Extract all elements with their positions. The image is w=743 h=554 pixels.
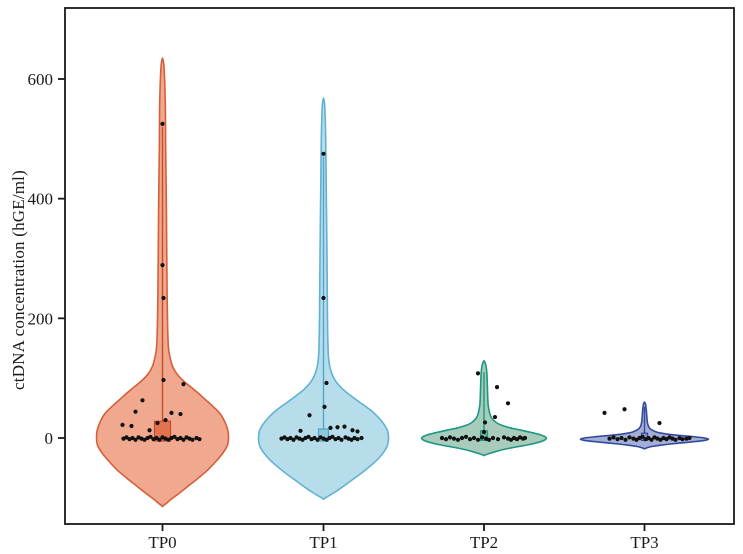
data-point	[163, 417, 168, 423]
data-point	[455, 437, 461, 442]
data-point	[155, 420, 160, 426]
data-point	[322, 404, 327, 409]
data-points-TP0	[120, 121, 202, 442]
data-point	[342, 424, 347, 429]
y-tick-label-600: 600	[28, 70, 54, 89]
data-point	[640, 434, 645, 439]
inner-box-TP1	[317, 428, 330, 442]
data-point	[190, 437, 195, 442]
data-point	[505, 401, 511, 406]
violin-group-TP2	[420, 360, 548, 457]
data-point	[140, 398, 145, 403]
violin-group-TP1	[257, 97, 390, 501]
data-point	[486, 437, 492, 442]
data-point	[321, 151, 326, 156]
data-point	[330, 434, 335, 439]
y-tick-label-200: 200	[28, 309, 54, 328]
data-point	[490, 435, 496, 441]
data-point	[475, 437, 481, 442]
data-point	[673, 437, 678, 442]
data-point	[619, 435, 624, 441]
data-point	[475, 371, 481, 376]
data-points-TP2	[439, 371, 528, 442]
data-point	[501, 435, 507, 440]
data-point	[129, 423, 134, 429]
data-point	[463, 434, 469, 439]
data-point	[482, 420, 488, 425]
data-point	[298, 428, 303, 433]
y-tick-label-400: 400	[28, 190, 54, 209]
data-point	[355, 429, 360, 434]
data-point	[495, 437, 501, 442]
data-point	[439, 435, 445, 441]
data-point	[172, 434, 177, 439]
violin-group-TP0	[95, 57, 230, 508]
data-point	[133, 409, 138, 414]
data-point	[492, 414, 498, 420]
data-point	[481, 429, 487, 435]
data-point	[467, 437, 473, 442]
data-point	[315, 437, 320, 442]
data-point	[197, 437, 202, 442]
data-point	[324, 380, 329, 386]
data-points-TP3	[602, 407, 692, 442]
inner-box-TP0	[153, 420, 172, 442]
data-point	[160, 121, 165, 126]
data-point	[133, 437, 138, 442]
data-point	[615, 437, 620, 442]
data-point	[359, 435, 364, 441]
data-point	[335, 425, 340, 430]
data-point	[649, 437, 654, 442]
data-point	[522, 435, 528, 441]
data-point	[350, 428, 355, 433]
data-point	[479, 435, 485, 440]
data-point	[328, 425, 333, 430]
data-point	[687, 435, 692, 441]
data-point	[627, 435, 632, 440]
data-point	[160, 262, 165, 268]
data-point	[602, 410, 607, 415]
data-point	[451, 436, 457, 441]
data-point	[291, 437, 296, 442]
data-point	[443, 437, 449, 442]
data-point	[607, 436, 612, 441]
data-point	[680, 437, 685, 442]
data-point	[471, 435, 477, 441]
x-tick-label-TP0: TP0	[148, 533, 176, 552]
data-point	[622, 407, 627, 412]
x-tick-label-TP3: TP3	[630, 533, 658, 552]
data-point	[447, 435, 453, 440]
data-point	[459, 435, 465, 441]
data-point	[169, 410, 174, 415]
violin-group-TP3	[579, 401, 710, 450]
data-point	[339, 437, 344, 442]
data-point	[307, 413, 312, 418]
data-point	[157, 437, 162, 442]
data-point	[161, 295, 166, 301]
data-point	[494, 385, 500, 390]
plot-frame	[64, 7, 735, 525]
data-point	[657, 420, 662, 426]
data-point	[181, 382, 186, 387]
data-point	[611, 435, 616, 440]
data-point	[181, 437, 186, 442]
data-point	[147, 428, 152, 433]
data-point	[321, 295, 326, 301]
x-tick-label-TP2: TP2	[470, 533, 498, 552]
data-point	[306, 434, 311, 439]
data-points-TP1	[279, 151, 364, 442]
y-tick-label-0: 0	[45, 429, 54, 448]
data-point	[161, 377, 166, 383]
data-point	[623, 437, 628, 442]
data-point	[178, 411, 183, 417]
data-point	[355, 437, 360, 442]
data-point	[120, 422, 125, 427]
x-tick-label-TP1: TP1	[309, 533, 337, 552]
data-point	[148, 434, 153, 439]
